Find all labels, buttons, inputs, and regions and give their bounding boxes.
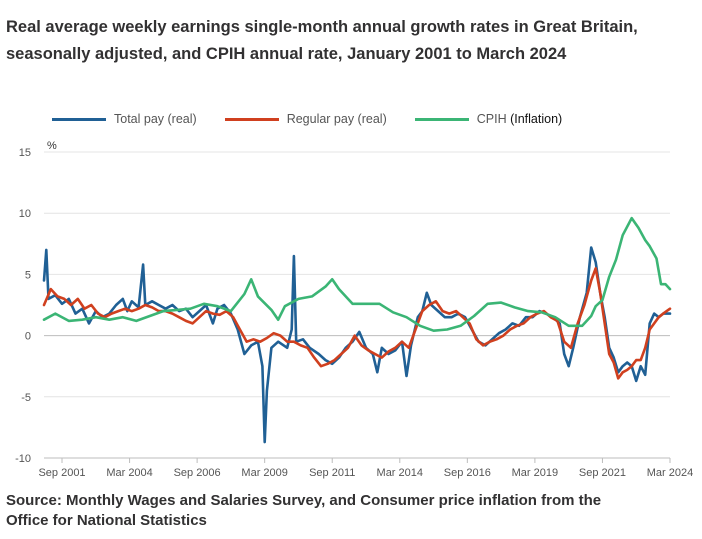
series-line-regular-pay-real	[42, 267, 672, 380]
legend-item-total-pay: Total pay (real)	[52, 112, 197, 126]
series-lines	[42, 216, 672, 444]
x-tick-label: Sep 2001	[38, 467, 85, 479]
x-tick-label: Mar 2004	[106, 467, 152, 479]
legend-swatch-cpih	[414, 117, 469, 121]
legend-swatch-total-pay	[52, 117, 106, 121]
legend-label-cpih: CPIH (Inflation)	[477, 112, 562, 126]
y-tick-label: -5	[21, 392, 31, 404]
x-axis: Sep 2001 Mar 2004 Sep 2006 Mar 2009 Sep 2011…	[38, 457, 693, 479]
y-tick-label: -10	[15, 453, 31, 465]
y-tick-label: 10	[19, 208, 31, 220]
y-tick-label: 5	[25, 269, 31, 281]
x-tick-label: Sep 2006	[174, 467, 221, 479]
x-tick-label: Sep 2011	[309, 467, 355, 479]
x-tick-label: Mar 2019	[512, 467, 558, 479]
legend-label-regular-pay: Regular pay (real)	[286, 112, 387, 126]
y-tick-label: 0	[25, 331, 31, 343]
chart-title: Real average weekly earnings single-mont…	[6, 18, 638, 63]
x-tick-label: Mar 2024	[647, 467, 693, 479]
legend-label-cpih-extra: (Inflation)	[510, 112, 563, 126]
source-note: Source: Monthly Wages and Salaries Surve…	[6, 492, 602, 529]
y-axis: % 15 10 5 0 -5 -10	[15, 140, 57, 465]
x-tick-label: Mar 2009	[241, 467, 287, 479]
series-line-total-pay-real	[42, 246, 672, 444]
legend-item-regular-pay: Regular pay (real)	[224, 112, 387, 126]
legend-label-total-pay: Total pay (real)	[114, 112, 197, 126]
line-chart: % 15 10 5 0 -5 -10 Sep 2001 Mar 2004 Sep 2006 Ma…	[15, 140, 693, 479]
legend-label-cpih-main: CPIH	[476, 112, 507, 126]
y-axis-unit-label: %	[47, 140, 57, 152]
x-tick-label: Sep 2021	[579, 467, 626, 479]
legend-item-cpih: CPIH (Inflation)	[414, 112, 562, 126]
chart-legend: Total pay (real) Regular pay (real) CPIH…	[52, 110, 590, 128]
x-tick-label: Sep 2016	[444, 467, 491, 479]
legend-swatch-regular-pay	[224, 117, 279, 121]
series-line-cpih-inflation	[42, 216, 672, 332]
x-tick-label: Mar 2014	[377, 467, 423, 479]
y-tick-label: 15	[19, 147, 31, 159]
